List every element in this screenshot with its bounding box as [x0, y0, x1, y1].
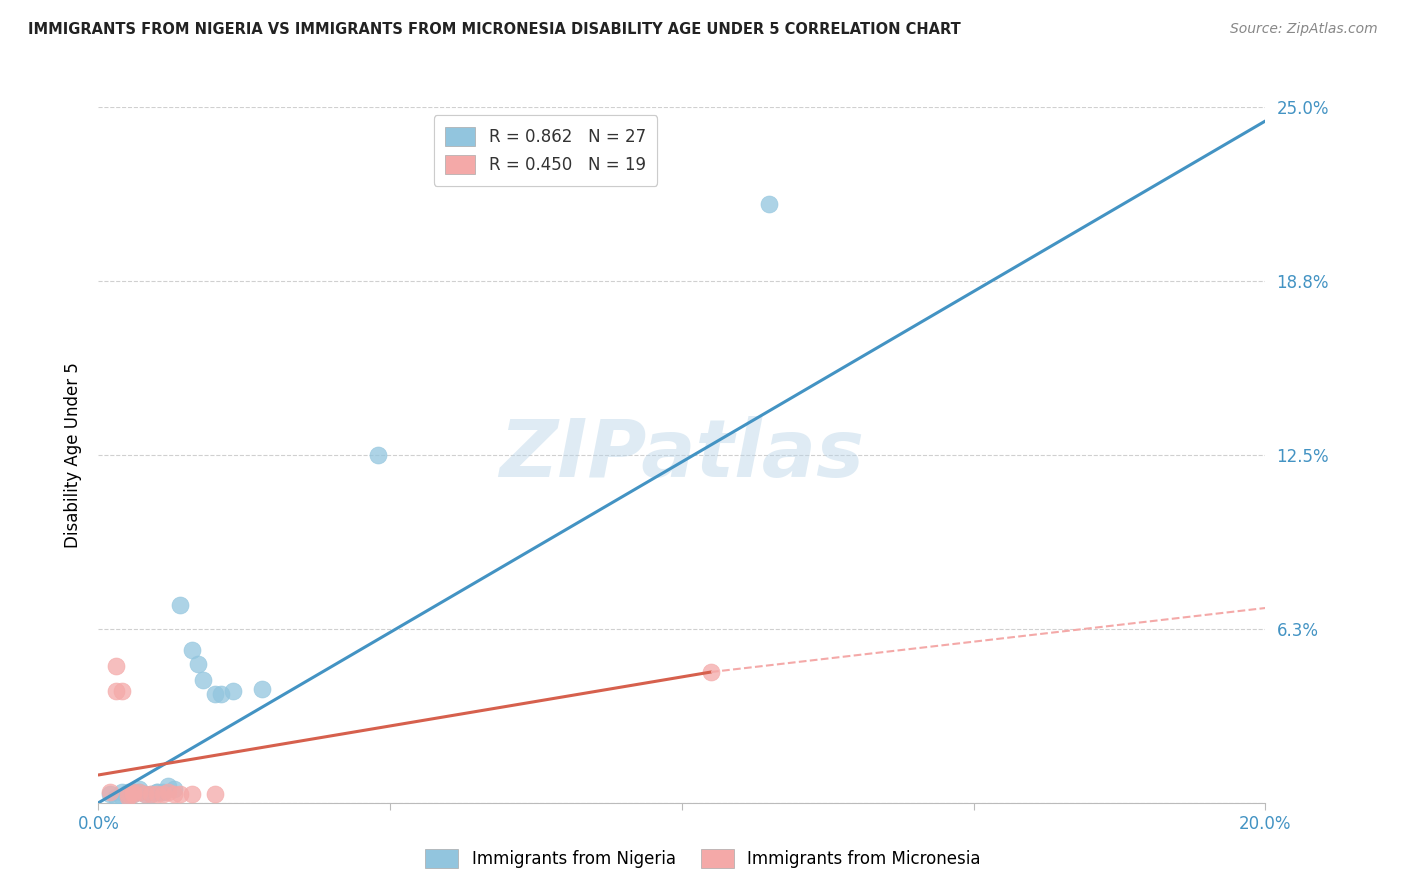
Point [157, 785, 180, 799]
Point [122, 788, 145, 802]
Point [134, 788, 156, 802]
Legend: R = 0.862   N = 27, R = 0.450   N = 19: R = 0.862 N = 27, R = 0.450 N = 19 [433, 115, 657, 186]
Y-axis label: Disability Age Under 5: Disability Age Under 5 [63, 362, 82, 548]
Text: IMMIGRANTS FROM NIGERIA VS IMMIGRANTS FROM MICRONESIA DISABILITY AGE UNDER 5 COR: IMMIGRANTS FROM NIGERIA VS IMMIGRANTS FR… [28, 22, 960, 37]
Point [117, 788, 139, 802]
Point [98, 785, 121, 799]
Point [187, 657, 209, 671]
Point [98, 788, 121, 802]
Point [128, 785, 150, 799]
Point [152, 785, 174, 799]
Point [122, 785, 145, 799]
Point [117, 785, 139, 799]
Point [180, 788, 202, 802]
Point [104, 684, 127, 698]
Point [169, 598, 191, 612]
Point [152, 788, 174, 802]
Point [221, 684, 243, 698]
Point [163, 788, 186, 802]
Point [250, 681, 273, 696]
Point [700, 665, 723, 679]
Point [204, 788, 226, 802]
Point [139, 788, 162, 802]
Point [146, 788, 169, 802]
Point [134, 788, 156, 802]
Point [117, 790, 139, 805]
Point [111, 684, 134, 698]
Point [209, 687, 232, 701]
Point [111, 790, 134, 805]
Point [146, 785, 169, 799]
Point [367, 448, 389, 462]
Point [104, 659, 127, 673]
Point [128, 781, 150, 796]
Point [204, 687, 226, 701]
Point [146, 785, 169, 799]
Legend: Immigrants from Nigeria, Immigrants from Micronesia: Immigrants from Nigeria, Immigrants from… [419, 842, 987, 875]
Point [180, 642, 202, 657]
Point [758, 197, 780, 211]
Point [117, 788, 139, 802]
Point [169, 788, 191, 802]
Point [157, 779, 180, 793]
Point [111, 785, 134, 799]
Point [163, 781, 186, 796]
Point [128, 785, 150, 799]
Point [193, 673, 215, 688]
Point [122, 788, 145, 802]
Text: Source: ZipAtlas.com: Source: ZipAtlas.com [1230, 22, 1378, 37]
Point [104, 790, 127, 805]
Point [139, 788, 162, 802]
Point [122, 785, 145, 799]
Text: ZIPatlas: ZIPatlas [499, 416, 865, 494]
